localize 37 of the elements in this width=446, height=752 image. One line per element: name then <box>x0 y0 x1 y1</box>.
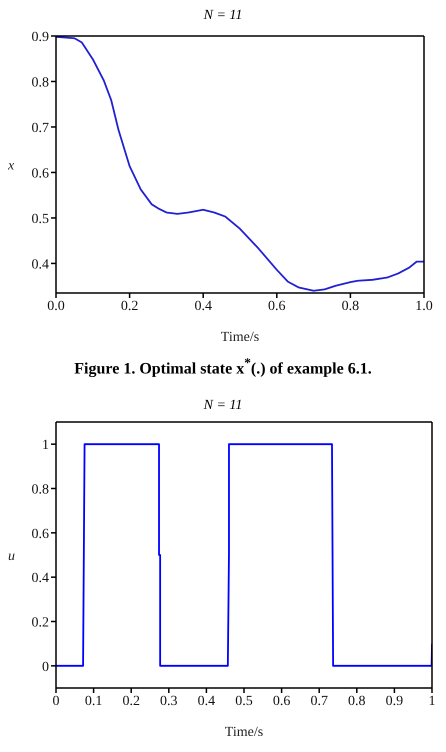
x-tick-label: 0.2 <box>122 694 140 710</box>
x-tick-label: 0.4 <box>194 298 212 314</box>
y-tick-label: 0.4 <box>32 571 49 586</box>
y-axis-title: u <box>8 549 15 564</box>
y-tick-label: 0.6 <box>32 527 49 542</box>
line-series <box>56 444 432 668</box>
chart-title: N = 11 <box>202 398 244 416</box>
y-tick-label: 0.4 <box>32 257 49 272</box>
x-tick-label: 0.7 <box>310 694 328 710</box>
y-tick-label: 0.5 <box>32 212 49 227</box>
caption: Figure 1. Optimal state x$^{*}$(.) of example 6.1. <box>73 355 373 378</box>
x-axis-title: Time/s <box>224 725 264 740</box>
y-tick-label: 0.7 <box>32 120 49 136</box>
x-tick-label: 0.0 <box>47 298 65 314</box>
x-tick-label: 1.0 <box>415 298 433 314</box>
y-tick-label: 0.9 <box>32 30 49 45</box>
chart-title: N = 11 <box>202 8 244 25</box>
x-tick-label: 0.8 <box>342 298 360 314</box>
x-tick-label: 0.2 <box>120 298 138 314</box>
y-axis-title: x <box>7 158 15 174</box>
x-tick-label: 0.4 <box>198 694 216 710</box>
x-tick-label: 0.6 <box>268 298 286 314</box>
y-tick-label: 0.6 <box>32 166 49 182</box>
x-tick-label: 0.3 <box>160 694 178 710</box>
x-tick-label: 0.8 <box>348 694 366 710</box>
y-tick-label: 0.8 <box>32 75 49 90</box>
x-axis-title: Time/s <box>220 330 260 345</box>
x-tick-label: 0.9 <box>386 694 404 710</box>
y-tick-label: 0 <box>42 660 49 676</box>
x-tick-label: 0.6 <box>272 694 290 710</box>
x-tick-label: 0.1 <box>84 694 102 710</box>
x-tick-label: 1 <box>428 694 436 710</box>
y-tick-label: 0.8 <box>32 482 49 498</box>
y-tick-label: 1 <box>42 438 49 454</box>
y-tick-label: 0.2 <box>32 616 49 631</box>
x-tick-label: 0.5 <box>235 694 253 710</box>
x-tick-label: 0 <box>52 694 60 710</box>
